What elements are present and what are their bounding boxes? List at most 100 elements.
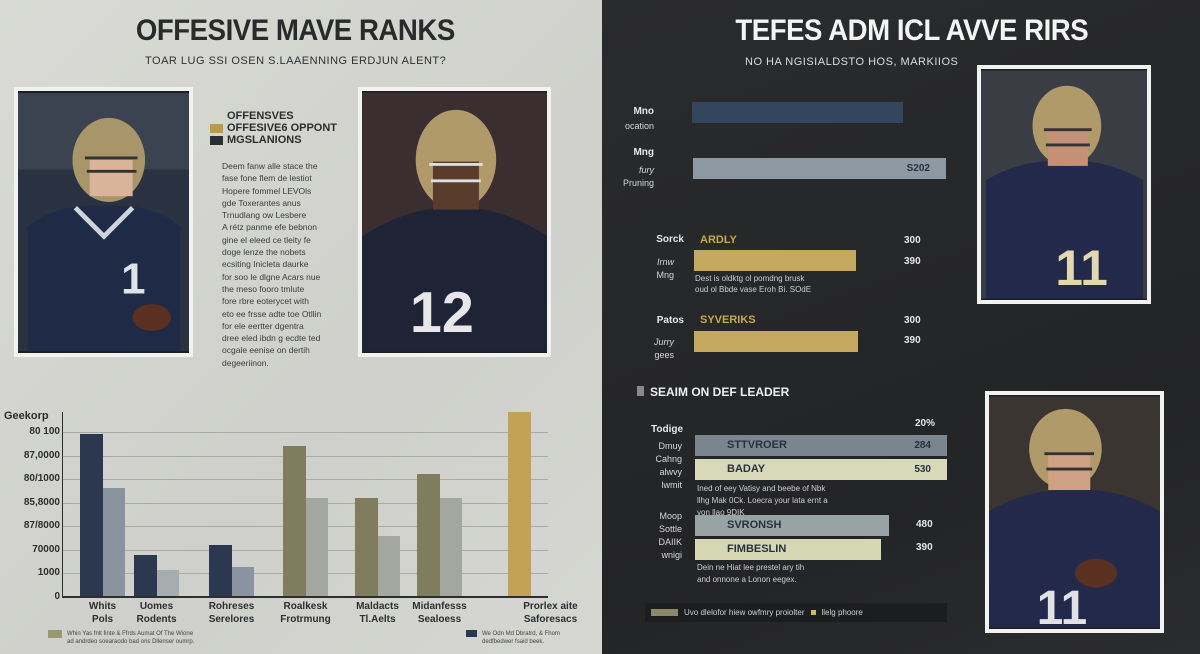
bar [417,473,440,596]
x-tick-line: Sealoess [417,614,462,625]
jersey-number: 1 [121,255,145,304]
right-title: TEFES ADM ICL AVVE RIRS [735,14,1089,47]
bar-label: Mng [633,147,654,158]
text-line: Moop [659,511,682,521]
bar [305,498,328,596]
bar [102,487,125,596]
x-tick-line: Rohreses [208,601,255,612]
right-legend: Uvo dlelofor hiew owfmry proiolter llelg… [645,603,947,622]
x-tick-line: Frotrmung [280,614,331,625]
x-tick-line: Saforesacs [523,614,578,625]
text-line: Dein ne Hiat lee prestel ary tih [697,563,805,572]
x-tick-line: Uomes [139,601,174,612]
side-label: Jurry [654,337,674,347]
player-photo-2: 12 [358,87,551,357]
y-tick-label: 80 100 [29,426,60,437]
bar-value: 284 [914,440,931,451]
x-tick-line: Tl.Aelts [359,614,396,625]
text-line: dree eled ibdn g ecdte ted [222,333,321,344]
bar-label: Pruning [622,178,654,188]
chart-note-1: Whin Yas fnlt finte & Ffrds Aumat Of The… [48,630,194,646]
y-tick-label: 1000 [37,567,60,578]
bar [209,545,232,596]
legend-dot [810,610,816,615]
x-tick-line: Prorlex aite [523,601,578,612]
legend-item: OFFESIVE6 OPPONT [227,122,338,134]
bar-value: 390 [904,335,921,346]
text-line: A rétz panme efe bebnon [222,222,317,233]
text-line: lwmit [661,480,683,490]
text-line: Trnudlang ow Lesbere [222,210,307,221]
text-line: Ined of eey Vatisy and beebe of Nbk [697,484,826,493]
x-tick-label: Whits Pols [63,600,143,626]
y-tick-label: 70000 [32,543,60,555]
text-line: the meso fooro tmlute [222,283,305,294]
side-label: Irnw [656,257,674,267]
bar-2: S202 [693,158,946,179]
left-panel: OFFESIVE MAVE RANKS TOAR LUG SSI OSEN S.… [0,0,602,654]
bar [355,498,378,596]
leader-bar: FIMBESLIN [695,539,881,560]
x-tick-label: Maldacts Tl.Aelts [338,600,418,626]
subtitle: TOAR LUG SSI OSEN S.LAAENNING ERDJUN ALE… [145,55,447,67]
text-line: eto ee frsse adte toe Otllin [222,308,322,319]
x-tick-line: Serelores [208,614,255,625]
text-line: llhg Mak 0Ck. Loecra your lata ernt a [697,496,828,505]
x-tick-line: Whits [88,601,117,612]
side-label: gees [654,350,674,360]
group-note: Dest is oldktg ol pomdng brusk [695,274,805,283]
gridline [62,432,548,433]
bar [231,566,254,596]
group-name: SYVERIKS [700,314,756,326]
x-tick-label: Rohreses Serelores [192,600,272,626]
y-tick-label: 87,0000 [23,449,60,461]
player-photo-4: 11 [985,391,1164,633]
bar [377,536,400,596]
note-text: We Odn Md Dbratrd, & Fhom [482,631,560,637]
bar-value: 480 [916,519,933,530]
text-line: fase fone flem de lestiot [222,173,312,184]
x-tick-line: Roalkesk [283,601,328,612]
side-label: Mng [656,270,674,280]
bar [439,498,462,596]
bar-chart: 80 100 87,0000 80/1000 85,8000 87/8000 70000 1… [23,411,591,626]
gold-bar-2 [694,331,858,352]
text-line: Sottle [658,524,682,534]
legend-text: Uvo dlelofor hiew owfmry proiolter [684,607,805,617]
bar [283,445,306,596]
text-line: Cahng [655,454,682,464]
bar-name: STTVROER [727,439,787,451]
y-tick-label: 85,8000 [23,496,60,508]
y-tick-label: 87/8000 [23,520,60,531]
player-photo-1: 1 [14,87,193,357]
side-labels: Dmuy Cahng alwvy lwmit [620,440,682,492]
bar-value: 390 [916,542,933,553]
text-line: gde Toxerantes anus [222,197,301,208]
text-line: von llao 9DIK [697,508,745,517]
bar [80,433,103,596]
group-note: oud ol Bbde vase Eroh Bi. SOdE [695,285,812,294]
bar-name: SVRONSH [727,519,782,531]
y-axis [62,412,63,597]
bar-name: FIMBESLIN [727,543,787,555]
note-swatch [48,630,62,638]
text-line: ecsiting Inicleta daurke [222,259,309,270]
text-line: fore rbre eoterycet with [222,296,309,307]
chart-note-2: We Odn Md Dbratrd, & Fhom dedfbedwer fsai… [466,630,560,646]
bar-label: ocation [624,121,654,131]
x-tick-label: Prorlex aite Saforesacs [511,600,591,626]
bar-name: BADAY [727,463,766,475]
y-tick-label: 0 [54,590,60,602]
jersey-number: 11 [1055,240,1107,296]
jersey-number: 11 [1037,582,1087,629]
text-line: and onnone a Lonon eegex. [697,575,797,584]
x-tick-line: Pols [91,614,114,625]
text-line: wnigi [661,550,682,560]
right-panel: TEFES ADM ICL AVVE RIRS NO HA NGISIALDST… [602,0,1200,654]
legend-swatch [210,123,223,133]
page-title: OFFESIVE MAVE RANKS [135,14,455,47]
gold-bar-1 [694,250,856,271]
text-line: doge lenze the nobets [222,247,306,258]
x-tick-label: Roalkesk Frotrmung [266,600,346,626]
legend-swatch [651,609,678,616]
